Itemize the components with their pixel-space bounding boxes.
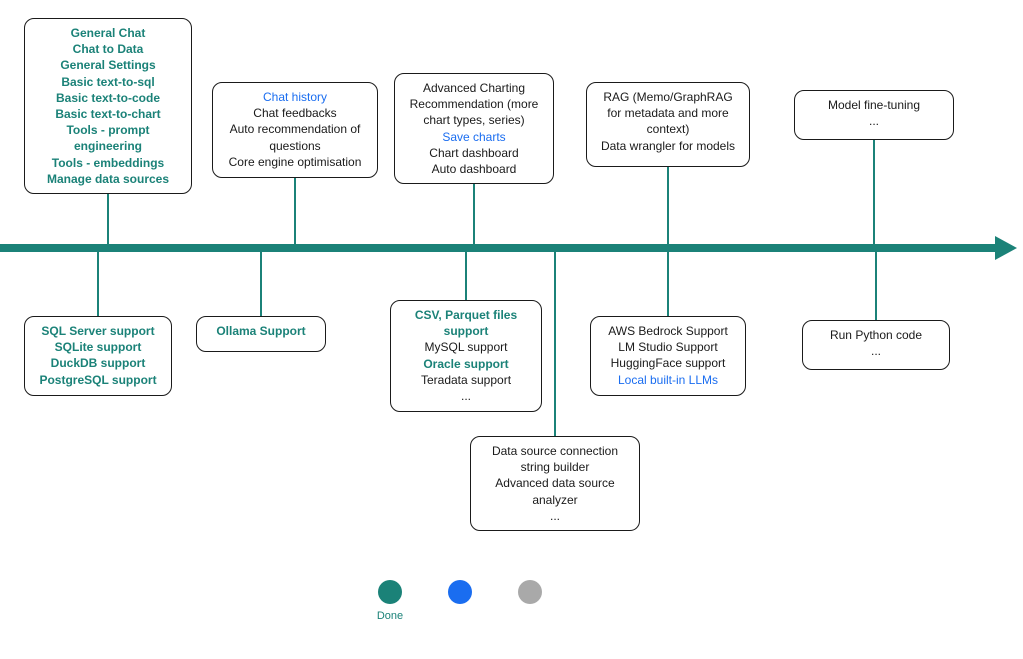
roadmap-item: SQL Server support — [33, 323, 163, 339]
roadmap-item: Local built-in LLMs — [599, 372, 737, 388]
roadmap-item: Teradata support — [399, 372, 533, 388]
connector — [473, 178, 475, 244]
roadmap-item: Data wrangler for models — [595, 138, 741, 154]
roadmap-item: Basic text-to-chart — [33, 106, 183, 122]
legend-label: Done — [360, 610, 420, 622]
roadmap-item: MySQL support — [399, 339, 533, 355]
connector — [294, 178, 296, 244]
roadmap-item: Oracle support — [399, 356, 533, 372]
connector — [260, 252, 262, 316]
roadmap-box: Model fine-tuning... — [794, 90, 954, 140]
roadmap-item: DuckDB support — [33, 355, 163, 371]
roadmap-box: RAG (Memo/GraphRAG for metadata and more… — [586, 82, 750, 167]
roadmap-item: Auto dashboard — [403, 161, 545, 177]
roadmap-item: PostgreSQL support — [33, 372, 163, 388]
connector — [667, 167, 669, 244]
roadmap-item: Run Python code — [811, 327, 941, 343]
connector — [667, 252, 669, 316]
roadmap-item: Tools - embeddings — [33, 155, 183, 171]
roadmap-box: Ollama Support — [196, 316, 326, 352]
roadmap-item: Chart dashboard — [403, 145, 545, 161]
connector — [465, 252, 467, 300]
roadmap-item: Advanced data source analyzer — [479, 475, 631, 507]
timeline-arrow — [0, 244, 995, 252]
roadmap-item: RAG (Memo/GraphRAG for metadata and more… — [595, 89, 741, 138]
roadmap-item: Chat feedbacks — [221, 105, 369, 121]
roadmap-item: HuggingFace support — [599, 355, 737, 371]
roadmap-item: General Settings — [33, 57, 183, 73]
roadmap-item: Advanced Charting Recommendation (more c… — [403, 80, 545, 129]
roadmap-box: Chat historyChat feedbacksAuto recommend… — [212, 82, 378, 178]
roadmap-box: General ChatChat to DataGeneral Settings… — [24, 18, 192, 194]
legend-dot — [448, 580, 472, 604]
roadmap-item: LM Studio Support — [599, 339, 737, 355]
roadmap-item: AWS Bedrock Support — [599, 323, 737, 339]
roadmap-item: ... — [479, 508, 631, 524]
connector — [554, 252, 556, 436]
roadmap-item: Chat history — [221, 89, 369, 105]
roadmap-item: Model fine-tuning — [803, 97, 945, 113]
roadmap-box: CSV, Parquet files supportMySQL supportO… — [390, 300, 542, 412]
roadmap-item: Data source connection string builder — [479, 443, 631, 475]
roadmap-item: Chat to Data — [33, 41, 183, 57]
roadmap-item: ... — [399, 388, 533, 404]
roadmap-item: Basic text-to-sql — [33, 74, 183, 90]
roadmap-item: Save charts — [403, 129, 545, 145]
roadmap-item: CSV, Parquet files support — [399, 307, 533, 339]
roadmap-item: General Chat — [33, 25, 183, 41]
legend-dot — [378, 580, 402, 604]
connector — [875, 252, 877, 320]
roadmap-item: SQLite support — [33, 339, 163, 355]
roadmap-item: Auto recommendation of questions — [221, 121, 369, 153]
roadmap-item: Basic text-to-code — [33, 90, 183, 106]
roadmap-box: AWS Bedrock SupportLM Studio SupportHugg… — [590, 316, 746, 396]
roadmap-box: SQL Server supportSQLite supportDuckDB s… — [24, 316, 172, 396]
roadmap-item: Tools - prompt engineering — [33, 122, 183, 154]
legend-dot — [518, 580, 542, 604]
connector — [873, 140, 875, 244]
roadmap-item: Ollama Support — [205, 323, 317, 339]
roadmap-item: ... — [811, 343, 941, 359]
connector — [97, 252, 99, 316]
roadmap-item: Manage data sources — [33, 171, 183, 187]
roadmap-box: Advanced Charting Recommendation (more c… — [394, 73, 554, 184]
roadmap-box: Data source connection string builderAdv… — [470, 436, 640, 531]
roadmap-item: Core engine optimisation — [221, 154, 369, 170]
roadmap-box: Run Python code... — [802, 320, 950, 370]
roadmap-item: ... — [803, 113, 945, 129]
